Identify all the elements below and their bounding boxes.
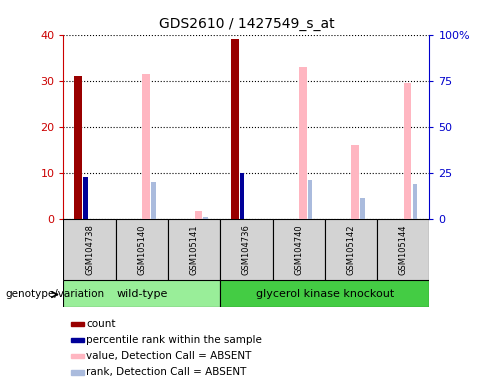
Text: GSM105144: GSM105144 [399,224,408,275]
Bar [71,354,84,359]
Bar [195,210,202,219]
Bar [299,67,306,219]
Text: GSM105141: GSM105141 [190,224,199,275]
Bar [240,173,244,219]
Bar [83,177,88,219]
Bar [71,338,84,343]
Text: GSM105142: GSM105142 [346,224,356,275]
Bar [203,217,208,219]
Bar [63,280,220,307]
Bar [230,39,239,219]
Bar [377,219,429,280]
Bar [74,76,82,219]
Text: percentile rank within the sample: percentile rank within the sample [86,335,262,345]
Text: GSM104736: GSM104736 [242,224,251,275]
Text: glycerol kinase knockout: glycerol kinase knockout [256,289,394,299]
Title: GDS2610 / 1427549_s_at: GDS2610 / 1427549_s_at [159,17,334,31]
Bar [351,145,359,219]
Bar [63,219,116,280]
Bar [142,74,150,219]
Text: value, Detection Call = ABSENT: value, Detection Call = ABSENT [86,351,251,361]
Text: rank, Detection Call = ABSENT: rank, Detection Call = ABSENT [86,367,246,377]
Bar [151,182,156,219]
Bar [413,184,417,219]
Text: genotype/variation: genotype/variation [5,289,104,299]
Bar [360,198,365,219]
Bar [273,219,325,280]
Bar [71,370,84,374]
Text: GSM104738: GSM104738 [85,224,94,275]
Text: GSM104740: GSM104740 [294,224,303,275]
Bar [168,219,220,280]
Bar [404,83,411,219]
Bar [308,180,312,219]
Bar [116,219,168,280]
Bar [220,219,273,280]
Bar [71,322,84,326]
Text: count: count [86,319,116,329]
Bar [325,219,377,280]
Bar [220,280,429,307]
Text: GSM105140: GSM105140 [137,224,146,275]
Text: wild-type: wild-type [116,289,167,299]
